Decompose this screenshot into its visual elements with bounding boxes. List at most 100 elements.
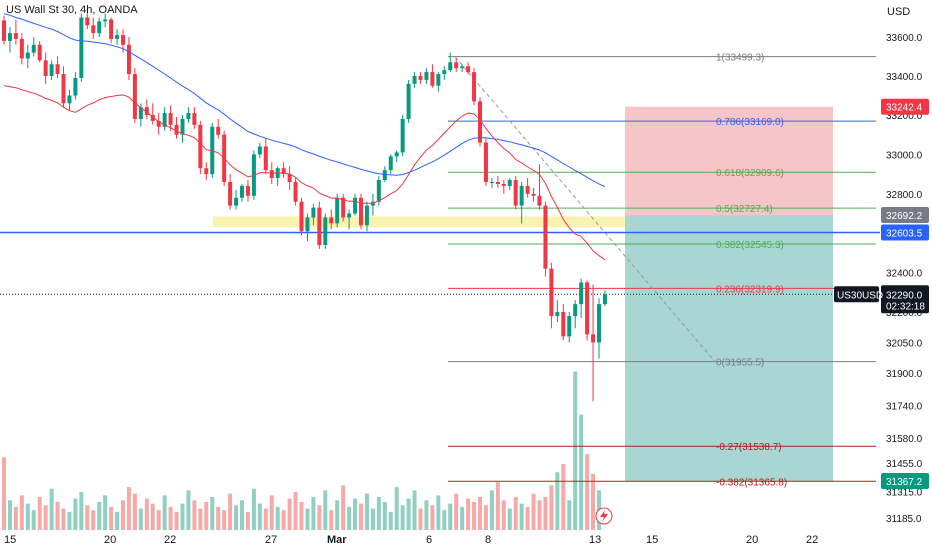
candle-body xyxy=(67,95,72,104)
volume-bar xyxy=(513,497,518,530)
candle-body xyxy=(448,62,453,71)
volume-bar xyxy=(126,487,131,530)
volume-bar xyxy=(507,508,512,530)
candle-body xyxy=(353,197,358,214)
candle-body xyxy=(186,113,191,119)
volume-bar xyxy=(406,498,411,530)
volume-bar xyxy=(174,511,179,530)
candle-body xyxy=(424,72,429,80)
candle-body xyxy=(359,197,363,226)
candle-body xyxy=(162,113,167,127)
candle-body xyxy=(299,201,304,232)
volume-bar xyxy=(269,495,274,530)
candle-body xyxy=(37,44,42,61)
volume-bar xyxy=(483,505,488,530)
candle-body xyxy=(412,76,417,84)
candle-body xyxy=(305,217,310,232)
volume-bar xyxy=(311,497,316,530)
candle-body xyxy=(138,107,143,119)
y-tick-label: 32400.0 xyxy=(886,269,923,280)
sma-slow-line xyxy=(3,13,606,188)
candle-body xyxy=(501,183,506,186)
candle-body xyxy=(192,113,197,125)
candle-body xyxy=(323,217,328,246)
volume-bar xyxy=(180,503,185,530)
volume-bar xyxy=(19,495,24,530)
volume-bar xyxy=(275,506,280,530)
candle-body xyxy=(287,174,292,182)
volume-bar xyxy=(400,505,405,530)
candle-body xyxy=(495,181,500,184)
fib-level-label: 1(33499.3) xyxy=(716,53,764,64)
candle-body xyxy=(418,76,423,80)
x-tick-label: 13 xyxy=(589,534,601,546)
candle-body xyxy=(555,312,560,317)
support-zone xyxy=(213,216,747,228)
price-label-box xyxy=(881,473,929,490)
current-price-box xyxy=(881,285,929,314)
candle-body xyxy=(472,72,477,102)
volume-bar xyxy=(424,500,429,530)
volume-bar xyxy=(79,492,84,530)
candle-body xyxy=(436,74,441,86)
candle-body xyxy=(263,146,268,171)
x-tick-label: 8 xyxy=(485,534,491,546)
x-tick-label: Mar xyxy=(327,534,347,546)
candle-body xyxy=(103,19,108,22)
candle-body xyxy=(269,170,274,179)
candle-body xyxy=(478,101,482,143)
y-tick-label: 31455.0 xyxy=(886,459,923,470)
volume-bar xyxy=(364,493,369,530)
candle-body xyxy=(216,126,221,135)
candle-body xyxy=(126,44,131,75)
candle-body xyxy=(394,152,399,157)
candle-body xyxy=(591,334,596,343)
volume-bar xyxy=(121,500,125,530)
candle-body xyxy=(97,21,102,34)
volume-bar xyxy=(418,508,423,530)
volume-bar xyxy=(13,506,18,530)
price-label-box xyxy=(881,98,929,115)
candle-body xyxy=(198,124,203,169)
volume-bar xyxy=(91,510,96,530)
y-tick-label: 31315.0 xyxy=(886,488,923,499)
volume-bar xyxy=(436,495,441,530)
candle-body xyxy=(168,113,173,125)
candle-body xyxy=(382,170,387,181)
price-label: 31367.2 xyxy=(886,477,923,488)
candle-body xyxy=(49,64,54,76)
volume-bar xyxy=(495,482,500,530)
y-tick-label: 31900.0 xyxy=(886,369,923,380)
volume-bar xyxy=(7,500,12,530)
candle-body xyxy=(150,115,155,121)
candle-body xyxy=(311,207,316,218)
volume-bar xyxy=(537,500,542,530)
volume-bar xyxy=(25,503,30,530)
flash-icon-bolt xyxy=(600,510,608,522)
candle-body xyxy=(483,142,488,182)
x-tick-label: 20 xyxy=(104,534,116,546)
candle-body xyxy=(144,107,149,115)
volume-bar xyxy=(489,490,494,530)
volume-bar xyxy=(543,497,548,530)
current-price-label: 32290.0 xyxy=(886,290,923,301)
candle-body xyxy=(400,118,405,153)
volume-bar xyxy=(561,464,566,530)
candle-body xyxy=(121,35,125,45)
volume-bar xyxy=(263,508,268,530)
candle-body xyxy=(388,156,393,171)
volume-bar xyxy=(257,503,262,530)
volume-bar xyxy=(287,498,292,530)
candle-body xyxy=(513,180,518,206)
volume-bar xyxy=(293,492,298,530)
volume-bar xyxy=(103,495,108,530)
volume-bar xyxy=(97,501,102,530)
symbol-tag-box xyxy=(834,286,879,303)
candle-body xyxy=(317,207,322,246)
candle-body xyxy=(43,60,48,76)
candle-body xyxy=(329,217,334,224)
volume-bar xyxy=(150,503,155,530)
candle-body xyxy=(61,74,66,104)
